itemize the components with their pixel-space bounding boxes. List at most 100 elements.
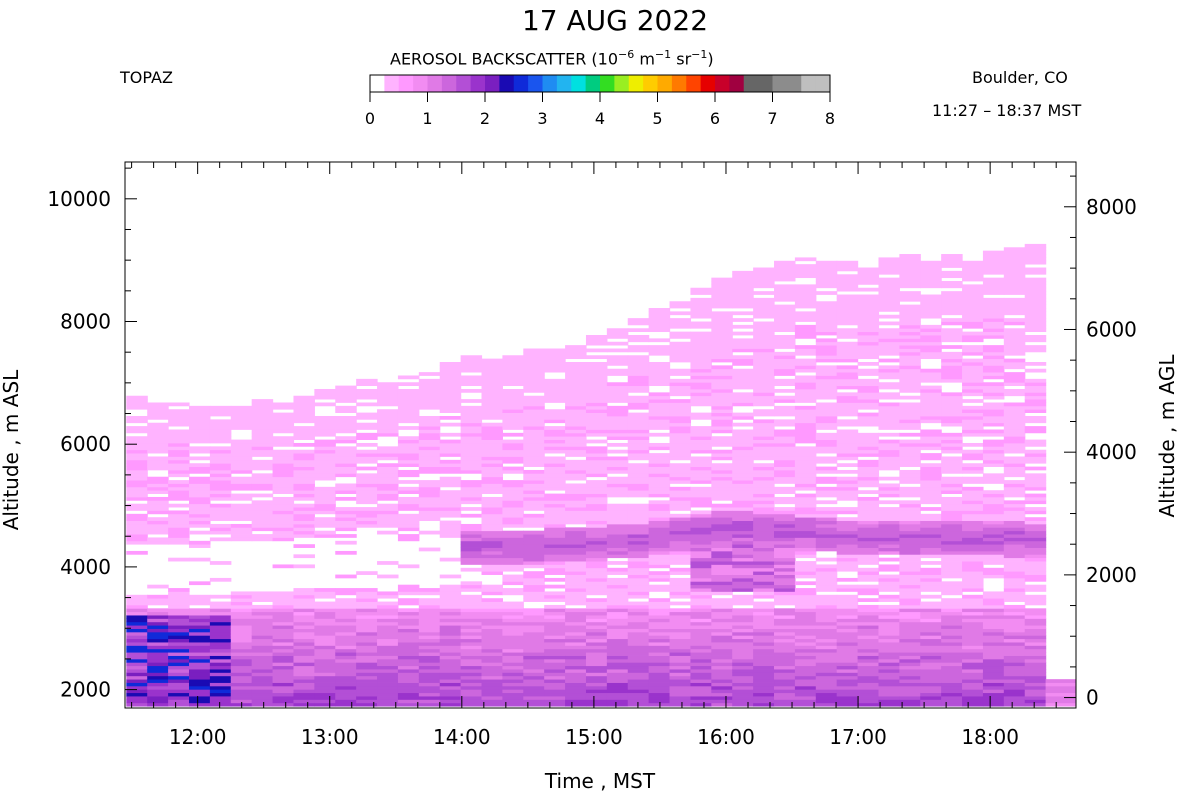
heatmap-cell bbox=[732, 294, 754, 299]
heatmap-cell bbox=[565, 679, 587, 683]
heatmap-cell bbox=[627, 422, 650, 427]
heatmap-cell bbox=[899, 655, 921, 660]
heatmap-cell bbox=[314, 591, 336, 596]
heatmap-cell bbox=[502, 382, 524, 387]
heatmap-cell bbox=[627, 665, 650, 670]
heatmap-cell bbox=[377, 480, 399, 484]
heatmap-cell bbox=[585, 564, 608, 569]
heatmap-cell bbox=[377, 679, 399, 683]
heatmap-cell bbox=[481, 689, 503, 694]
heatmap-cell bbox=[711, 547, 733, 552]
heatmap-cell bbox=[774, 321, 796, 326]
heatmap-cell bbox=[481, 685, 503, 690]
colorbar-cell bbox=[743, 75, 759, 92]
heatmap-cell bbox=[857, 321, 880, 326]
heatmap-cell bbox=[1024, 652, 1047, 656]
heatmap-cell bbox=[189, 513, 211, 518]
heatmap-cell bbox=[523, 382, 545, 387]
heatmap-cell bbox=[272, 675, 295, 680]
heatmap-cell bbox=[460, 540, 483, 545]
heatmap-cell bbox=[314, 446, 336, 451]
heatmap-cell bbox=[878, 301, 900, 306]
heatmap-cell bbox=[439, 402, 462, 407]
heatmap-cell bbox=[690, 652, 712, 656]
heatmap-cell bbox=[753, 409, 775, 413]
heatmap-cell bbox=[794, 496, 817, 501]
heatmap-cell bbox=[606, 513, 629, 518]
heatmap-cell bbox=[627, 675, 650, 680]
heatmap-cell bbox=[920, 702, 942, 707]
heatmap-cell bbox=[753, 523, 775, 528]
heatmap-cell bbox=[230, 608, 253, 613]
heatmap-cell bbox=[941, 591, 963, 596]
heatmap-cell bbox=[147, 537, 169, 542]
heatmap-cell bbox=[753, 446, 775, 451]
heatmap-cell bbox=[251, 638, 274, 643]
heatmap-cell bbox=[794, 392, 817, 397]
heatmap-cell bbox=[878, 345, 900, 349]
heatmap-cell bbox=[356, 648, 378, 653]
heatmap-cell bbox=[962, 513, 984, 518]
heatmap-cell bbox=[481, 388, 503, 393]
heatmap-cell bbox=[690, 669, 712, 673]
heatmap-cell bbox=[878, 648, 900, 653]
heatmap-cell bbox=[502, 604, 524, 609]
heatmap-cell bbox=[836, 456, 859, 461]
heatmap-cell bbox=[397, 480, 420, 484]
heatmap-cell bbox=[774, 378, 796, 383]
heatmap-cell bbox=[230, 496, 253, 501]
heatmap-cell bbox=[335, 517, 357, 521]
heatmap-cell bbox=[1024, 442, 1047, 447]
heatmap-cell bbox=[126, 679, 148, 683]
heatmap-cell bbox=[502, 466, 524, 471]
heatmap-cell bbox=[439, 520, 462, 525]
heatmap-cell bbox=[982, 362, 1005, 366]
heatmap-cell bbox=[774, 510, 796, 515]
heatmap-cell bbox=[585, 429, 608, 434]
heatmap-cell bbox=[648, 530, 671, 535]
heatmap-cell bbox=[1024, 574, 1047, 579]
heatmap-cell bbox=[941, 574, 963, 579]
heatmap-cell bbox=[606, 456, 629, 461]
heatmap-cell bbox=[669, 446, 692, 451]
heatmap-cell bbox=[941, 301, 963, 306]
heatmap-cell bbox=[356, 662, 378, 667]
heatmap-cell bbox=[648, 513, 671, 518]
heatmap-cell bbox=[189, 436, 211, 440]
y-left-tick-label: 8000 bbox=[60, 310, 111, 334]
heatmap-cell bbox=[1024, 294, 1047, 299]
heatmap-cell bbox=[815, 446, 838, 451]
heatmap-cell bbox=[230, 449, 253, 454]
heatmap-cell bbox=[168, 618, 190, 623]
heatmap-cell bbox=[648, 540, 671, 545]
heatmap-cell bbox=[711, 426, 733, 430]
heatmap-cell bbox=[962, 463, 984, 467]
heatmap-cell bbox=[126, 436, 148, 440]
heatmap-cell bbox=[481, 500, 503, 505]
heatmap-cell bbox=[774, 395, 796, 400]
heatmap-cell bbox=[544, 672, 566, 677]
heatmap-cell bbox=[878, 422, 900, 427]
heatmap-cell bbox=[732, 635, 754, 640]
heatmap-cell bbox=[878, 530, 900, 535]
heatmap-cell bbox=[335, 642, 357, 646]
heatmap-cell bbox=[627, 480, 650, 484]
heatmap-cell bbox=[1003, 442, 1026, 447]
heatmap-cell bbox=[502, 409, 524, 413]
heatmap-cell bbox=[690, 520, 712, 525]
heatmap-cell bbox=[857, 442, 880, 447]
heatmap-cell bbox=[356, 601, 378, 606]
heatmap-cell bbox=[669, 513, 692, 518]
heatmap-cell bbox=[711, 463, 733, 467]
heatmap-cell bbox=[753, 679, 775, 683]
heatmap-cell bbox=[1024, 638, 1047, 643]
heatmap-cell bbox=[857, 503, 880, 508]
heatmap-cell bbox=[481, 375, 503, 380]
heatmap-cell bbox=[627, 662, 650, 667]
heatmap-cell bbox=[732, 476, 754, 481]
heatmap-cell bbox=[690, 486, 712, 491]
heatmap-cell bbox=[335, 658, 357, 663]
heatmap-cell bbox=[126, 635, 148, 640]
heatmap-cell bbox=[502, 638, 524, 643]
heatmap-cell bbox=[899, 621, 921, 626]
